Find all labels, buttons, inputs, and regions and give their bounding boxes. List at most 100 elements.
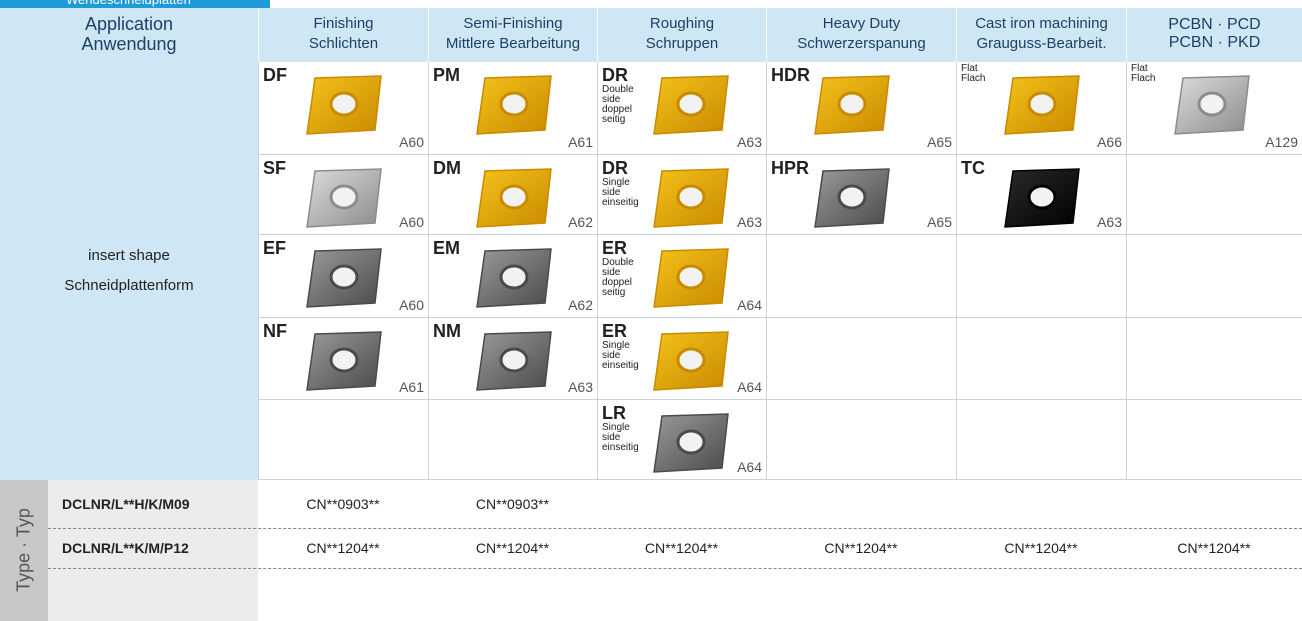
page-ref: A60 <box>399 214 424 230</box>
insert-code: TC <box>961 158 985 178</box>
insert-code: HPR <box>771 158 810 178</box>
insert-note: side <box>602 350 621 361</box>
insert-image <box>653 331 729 391</box>
grid-cell <box>956 235 1126 318</box>
insert-image <box>1004 168 1080 228</box>
insert-note: seitig <box>602 114 626 125</box>
insert-note: side <box>602 187 621 198</box>
insert-code: DM <box>433 158 461 178</box>
header-text: PCBN · PKD <box>1168 34 1261 51</box>
page-ref: A63 <box>568 379 593 395</box>
header-text: Mittlere Bearbeitung <box>445 35 581 52</box>
grid-cell: SF A60 <box>258 155 428 235</box>
insert-image <box>306 168 382 228</box>
insert-part <box>837 184 867 210</box>
header-text: Grauguss-Bearbeit. <box>976 35 1107 52</box>
insert-code: DR <box>602 158 628 178</box>
insert-image <box>476 331 552 391</box>
page-ref: A60 <box>399 134 424 150</box>
page-ref: A64 <box>737 297 762 313</box>
grid-cell <box>766 400 956 480</box>
header-text: Schruppen <box>645 35 719 52</box>
page-ref: A62 <box>568 214 593 230</box>
grid-cell <box>1126 155 1302 235</box>
insert-code: ER <box>602 238 628 258</box>
insert-image <box>814 75 890 135</box>
insert-part <box>837 91 867 117</box>
grid-cell <box>766 318 956 400</box>
insert-part <box>676 91 706 117</box>
grid-cell: ER Double side doppel seitig A64 <box>597 235 766 318</box>
header-cell: Semi-Finishing Mittlere Bearbeitung <box>428 8 597 62</box>
insert-note: Flat <box>961 63 978 74</box>
insert-note: Double <box>602 257 634 268</box>
page-ref: A64 <box>737 459 762 475</box>
insert-image <box>476 168 552 228</box>
grid-cell: ER Single side einseitig A64 <box>597 318 766 400</box>
grid-cell <box>1126 235 1302 318</box>
insert-part <box>676 184 706 210</box>
header-cell: Roughing Schruppen <box>597 8 766 62</box>
type-names-bg <box>48 480 258 621</box>
grid-cell: EM A62 <box>428 235 597 318</box>
grid-cell: NM A63 <box>428 318 597 400</box>
grid-cell: LR Single side einseitig A64 <box>597 400 766 480</box>
insert-code: PM <box>433 65 460 85</box>
insert-note: seitig <box>602 287 626 298</box>
grid-cell <box>428 400 597 480</box>
grid-cell <box>956 318 1126 400</box>
page-ref: A64 <box>737 379 762 395</box>
grid-cell: PM A61 <box>428 62 597 155</box>
page-ref: A62 <box>568 297 593 313</box>
insert-part <box>329 184 359 210</box>
insert-code: NM <box>433 321 461 341</box>
insert-note: side <box>602 432 621 443</box>
insert-note: Flach <box>1131 73 1156 84</box>
insert-part <box>499 91 529 117</box>
page-ref: A66 <box>1097 134 1122 150</box>
insert-code: DR <box>602 65 628 85</box>
insert-note: Flat <box>1131 63 1148 74</box>
grid-cell: DF A60 <box>258 62 428 155</box>
type-label: Type · Typ <box>13 508 34 592</box>
insert-part <box>499 347 529 373</box>
page-ref: A65 <box>927 134 952 150</box>
insert-part <box>676 347 706 373</box>
page-ref: A65 <box>927 214 952 230</box>
insert-note: einseitig <box>602 442 639 453</box>
insert-image <box>653 413 729 473</box>
type-value: CN**0903** <box>306 496 380 512</box>
insert-image <box>653 75 729 135</box>
insert-image <box>476 75 552 135</box>
insert-note: doppel <box>602 104 633 115</box>
insert-code: HDR <box>771 65 810 85</box>
insert-note: Double <box>602 84 634 95</box>
page-ref: A60 <box>399 297 424 313</box>
divider <box>48 528 1302 529</box>
insert-image <box>814 168 890 228</box>
insert-note: Single <box>602 177 630 188</box>
insert-image <box>653 248 729 308</box>
insert-part <box>676 429 706 455</box>
grid-cell <box>1126 318 1302 400</box>
insert-image <box>476 248 552 308</box>
insert-image <box>1174 75 1250 135</box>
grid-cell: HDR A65 <box>766 62 956 155</box>
grid-cell: EF A60 <box>258 235 428 318</box>
grid-cell: TC A63 <box>956 155 1126 235</box>
type-value: CN**1204** <box>1004 540 1078 556</box>
grid-cell <box>258 400 428 480</box>
header-text: Anwendung <box>81 34 177 54</box>
grid-cell: DR Double side doppel seitig A63 <box>597 62 766 155</box>
grid-cell <box>956 400 1126 480</box>
row-label-text: insert shape <box>88 247 170 264</box>
page-ref: A63 <box>1097 214 1122 230</box>
insert-note: side <box>602 94 621 105</box>
grid-cell: DR Single side einseitig A63 <box>597 155 766 235</box>
grid-cell: NF A61 <box>258 318 428 400</box>
grid-cell <box>766 235 956 318</box>
insert-part <box>1027 184 1057 210</box>
insert-image <box>653 168 729 228</box>
grid-cell: Flat Flach A129 <box>1126 62 1302 155</box>
divider <box>48 568 1302 569</box>
